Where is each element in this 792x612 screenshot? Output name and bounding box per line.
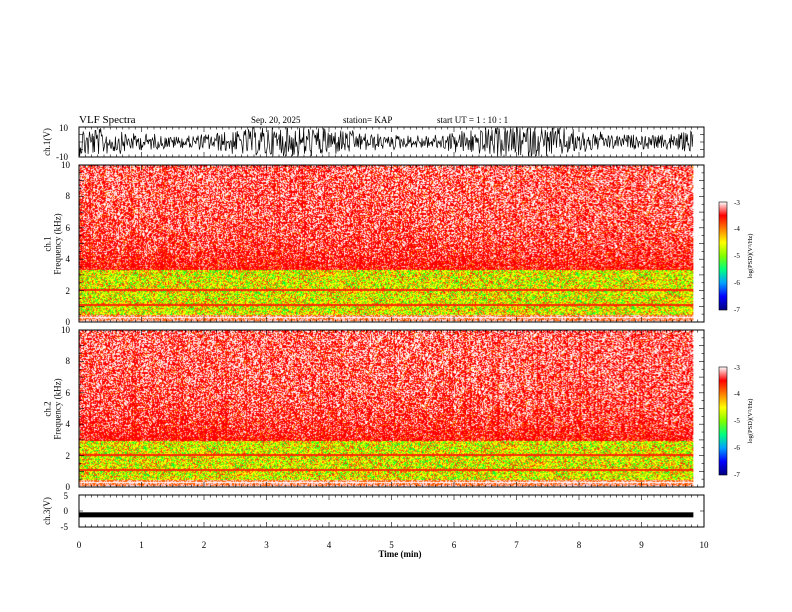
colorbar-ch1-tick-label: -6 <box>734 279 740 287</box>
spectrogram-ch2-ytick-label: 10 <box>61 325 71 335</box>
waveform-bottom-yticks <box>79 494 704 528</box>
waveform-top-trace <box>78 127 694 157</box>
spectrogram-ch1-ytick-label: 0 <box>66 317 71 327</box>
spectrogram-ch1-ytick-label: 8 <box>66 191 71 201</box>
x-tick-label: 4 <box>327 540 332 550</box>
colorbar-ch2: -3 -4 -5 -6 -7 log(PSD)(V²/Hz) <box>718 364 754 479</box>
spectrogram-ch2-panel: 0 2 4 6 8 10 ch.2Frequency (kHz) <box>42 325 705 492</box>
x-tick-label: 0 <box>77 540 82 550</box>
x-axis-tick-labels: 0 1 2 3 4 5 6 7 8 9 10 <box>77 540 709 550</box>
spectrogram-ch1-yticks <box>79 164 704 323</box>
figure-title: VLF Spectra <box>79 114 136 126</box>
x-tick-label: 1 <box>139 540 144 550</box>
waveform-top-xticks <box>78 127 705 157</box>
spectrogram-ch2-ytick-label: 2 <box>66 451 71 461</box>
colorbar-ch1-frame <box>718 201 728 311</box>
spectrogram-ch2-image <box>79 330 694 487</box>
x-tick-label: 8 <box>577 540 582 550</box>
x-tick-label: 2 <box>202 540 207 550</box>
colorbar-ch2-tick-label: -6 <box>734 444 740 452</box>
spectrogram-ch1-ylabel: ch.1Frequency (kHz) <box>42 213 62 274</box>
spectrogram-ch2-yticks <box>79 329 704 488</box>
ylabel-line: Frequency (kHz) <box>52 213 62 274</box>
ylabel-line: ch.1 <box>42 236 52 251</box>
spectrogram-ch1-ytick-label: 6 <box>66 223 71 233</box>
colorbar-ch1-gradient <box>719 202 727 310</box>
colorbar-ch1-tick-label: -7 <box>734 306 740 314</box>
date-label: Sep. 20, 2025 <box>251 115 301 125</box>
x-tick-label: 5 <box>389 540 394 550</box>
colorbar-ch1-tick-label: -4 <box>734 225 740 233</box>
x-tick-label: 10 <box>700 540 710 550</box>
spectrogram-ch2-xticks <box>78 330 705 487</box>
colorbar-ch2-gradient <box>719 367 727 475</box>
spectrogram-ch2-ytick-label: 4 <box>66 419 71 429</box>
waveform-top-ylabel: ch.1(V) <box>42 128 52 156</box>
spectrogram-ch2-ytick-label: 6 <box>66 388 71 398</box>
spectrogram-ch1-ytick-label: 10 <box>61 160 71 170</box>
station-label: station= KAP <box>343 115 392 125</box>
waveform-bottom-ytick-label: 5 <box>64 491 69 501</box>
waveform-top-ytick-label: -10 <box>56 152 68 162</box>
waveform-bottom-trace <box>79 512 694 518</box>
colorbar-ch1-tick-label: -5 <box>734 252 740 260</box>
spectrogram-ch1-image <box>79 165 694 322</box>
x-tick-label: 7 <box>514 540 519 550</box>
colorbar-ch1: -3 -4 -5 -6 -7 log(PSD)(V²/Hz) <box>718 199 754 314</box>
waveform-top-ytick-label: 10 <box>59 123 69 133</box>
waveform-bottom-ytick-label: 0 <box>64 506 69 516</box>
colorbar-ch1-label: log(PSD)(V²/Hz) <box>747 234 754 279</box>
spectrogram-ch1-panel: 0 2 4 6 8 10 ch.1Frequency (kHz) <box>42 160 705 327</box>
ylabel-line: ch.2 <box>42 401 52 416</box>
spectrogram-ch1-ytick-label: 2 <box>66 286 71 296</box>
colorbar-ch2-tick-label: -7 <box>734 471 740 479</box>
x-tick-label: 6 <box>452 540 457 550</box>
colorbar-ch2-frame <box>718 366 728 476</box>
start-time-label: start UT = 1 : 10 : 1 <box>437 115 508 125</box>
waveform-top-panel: 10 -10 ch.1(V) <box>42 123 705 162</box>
waveform-top-yticks <box>79 126 704 158</box>
colorbar-ch1-tick-label: -3 <box>734 199 740 207</box>
colorbar-ch2-tick-label: -3 <box>734 364 740 372</box>
spectrogram-ch1-ytick-label: 4 <box>66 254 71 264</box>
colorbar-ch2-label: log(PSD)(V²/Hz) <box>747 399 754 444</box>
colorbar-ch2-tick-label: -4 <box>734 390 740 398</box>
spectrogram-ch2-ytick-label: 0 <box>66 482 71 492</box>
waveform-bottom-xticks <box>78 495 705 527</box>
spectrogram-ch2-ytick-label: 8 <box>66 356 71 366</box>
x-axis-label: Time (min) <box>378 549 421 559</box>
x-tick-label: 3 <box>264 540 269 550</box>
spectrogram-ch1-xticks <box>78 165 705 322</box>
waveform-bottom-ytick-label: -5 <box>61 522 69 532</box>
spectrogram-ch2-ylabel: ch.2Frequency (kHz) <box>42 378 62 439</box>
waveform-bottom-ylabel: ch.3(V) <box>42 497 52 525</box>
x-tick-label: 9 <box>639 540 644 550</box>
waveform-bottom-panel: 5 0 -5 ch.3(V) <box>42 491 705 532</box>
ylabel-line: Frequency (kHz) <box>52 378 62 439</box>
colorbar-ch2-tick-label: -5 <box>734 417 740 425</box>
